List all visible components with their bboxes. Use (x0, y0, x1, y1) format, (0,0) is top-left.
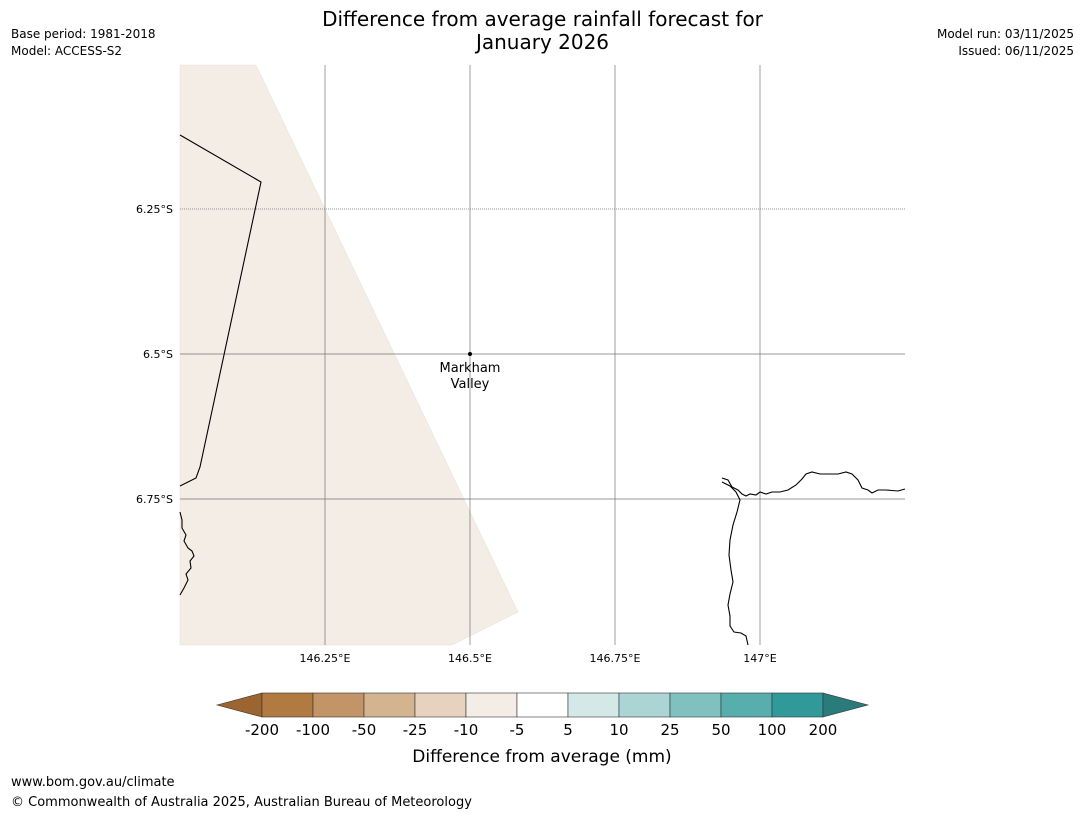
colorbar-tick-label: -50 (352, 721, 377, 739)
gridlines (180, 65, 905, 645)
colorbar-tick-label: -100 (296, 721, 330, 739)
location-marker (468, 352, 472, 356)
provincial-boundary (179, 134, 262, 487)
footer-copyright: © Commonwealth of Australia 2025, Austra… (11, 795, 472, 810)
coastline-east (721, 471, 906, 497)
metadata-right: Model run: 03/11/2025 Issued: 06/11/2025 (937, 26, 1074, 60)
lon-label: 147°E (743, 652, 776, 665)
colorbar-tick-label: 5 (563, 721, 573, 739)
model-run-text: Model run: 03/11/2025 (936, 27, 1074, 41)
title-line-1: Difference from average rainfall forecas… (322, 7, 763, 31)
colorbar-segment (618, 692, 671, 718)
title-line-2: January 2026 (475, 30, 610, 54)
colorbar-tick-label: 50 (711, 721, 730, 739)
colorbar-extend-low (215, 692, 263, 718)
coastline-west (179, 511, 195, 596)
base-period-text: Base period: 1981-2018 (11, 27, 156, 41)
colorbar-tick-label: 200 (809, 721, 838, 739)
location-label-line-2: Valley (451, 377, 490, 392)
colorbar-segment (261, 692, 314, 718)
location-label-line-1: Markham (440, 361, 501, 376)
colorbar-tick-label: -10 (454, 721, 479, 739)
map-title: Difference from average rainfall forecas… (0, 8, 1085, 54)
lat-label: 6.25°S (136, 203, 173, 216)
lon-label: 146.75°E (590, 652, 641, 665)
lat-label: 6.5°S (143, 348, 173, 361)
colorbar-segment (465, 692, 518, 718)
colorbar-tick-label: 10 (609, 721, 628, 739)
colorbar-title: Difference from average (mm) (412, 747, 671, 767)
issued-text: Issued: 06/11/2025 (958, 44, 1074, 58)
colorbar-segment (771, 692, 824, 718)
model-text: Model: ACCESS-S2 (11, 44, 123, 58)
colorbar: -200 -100 -50 -25 -10 -5 5 10 25 50 100 200 (215, 692, 870, 739)
colorbar-segment (516, 692, 569, 718)
colorbar-segment (363, 692, 416, 718)
coastlines (179, 134, 906, 646)
lon-label: 146.25°E (300, 652, 351, 665)
colorbar-segment (312, 692, 365, 718)
forecast-shading (179, 64, 519, 646)
footer-url: www.bom.gov.au/climate (11, 775, 175, 790)
colorbar-tick-label: 100 (758, 721, 787, 739)
metadata-left: Base period: 1981-2018 Model: ACCESS-S2 (11, 26, 156, 60)
coastline-south (721, 481, 749, 646)
colorbar-segment (414, 692, 467, 718)
lon-label: 146.5°E (448, 652, 492, 665)
colorbar-tick-label: -25 (403, 721, 428, 739)
colorbar-extend-high (822, 692, 870, 718)
colorbar-segment (720, 692, 773, 718)
colorbar-tick-label: -200 (245, 721, 279, 739)
colorbar-segment (567, 692, 620, 718)
colorbar-tick-label: -5 (510, 721, 525, 739)
colorbar-tick-label: 25 (660, 721, 679, 739)
lat-label: 6.75°S (136, 493, 173, 506)
colorbar-segment (669, 692, 722, 718)
